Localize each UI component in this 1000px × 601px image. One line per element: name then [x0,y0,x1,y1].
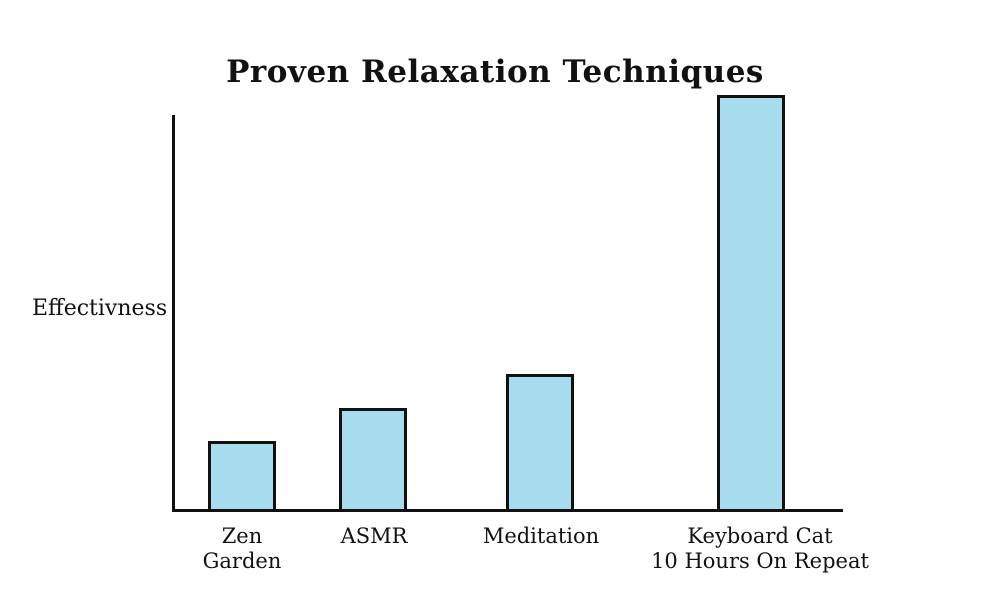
x-axis-label-asmr: ASMR [340,524,408,548]
x-axis-label-keyboard-cat: Keyboard Cat 10 Hours On Repeat [651,524,869,573]
x-axis-label-zen: Zen Garden [202,524,282,573]
bar-meditation [506,374,574,512]
y-axis-line [172,115,175,512]
bar-keyboard-cat [717,95,785,512]
x-axis-label-meditation: Meditation [482,524,600,548]
y-axis-label: Effectivness [32,296,168,321]
bar-zen [208,441,276,512]
bar-asmr [339,408,407,512]
chart-title: Proven Relaxation Techniques [226,54,764,90]
